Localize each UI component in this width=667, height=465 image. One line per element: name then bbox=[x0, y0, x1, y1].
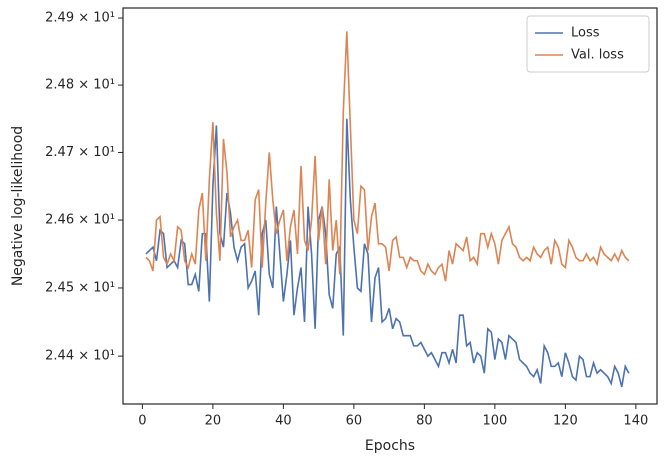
x-axis-label: Epochs bbox=[365, 438, 415, 454]
y-tick-label: 2.45 × 10¹ bbox=[45, 280, 115, 295]
legend-label: Loss bbox=[571, 26, 600, 41]
x-tick-label: 120 bbox=[553, 414, 578, 429]
y-tick-label: 2.47 × 10¹ bbox=[45, 145, 115, 160]
x-tick-label: 140 bbox=[623, 414, 648, 429]
x-tick-label: 40 bbox=[275, 414, 292, 429]
y-tick-label: 2.46 × 10¹ bbox=[45, 213, 115, 228]
y-tick-label: 2.48 × 10¹ bbox=[45, 78, 115, 93]
legend-label: Val. loss bbox=[571, 48, 624, 63]
x-tick-label: 80 bbox=[416, 414, 433, 429]
x-tick-label: 100 bbox=[482, 414, 507, 429]
y-axis-label: Negative log-likelihood bbox=[10, 126, 26, 286]
line-series bbox=[145, 31, 630, 282]
x-tick-label: 60 bbox=[346, 414, 363, 429]
x-tick-label: 0 bbox=[138, 414, 146, 429]
plot-frame bbox=[122, 7, 658, 405]
y-tick-label: 2.49 × 10¹ bbox=[45, 11, 115, 26]
legend-box bbox=[526, 15, 650, 73]
line-series bbox=[145, 118, 630, 388]
y-tick-label: 2.44 × 10¹ bbox=[45, 349, 115, 364]
x-tick-label: 20 bbox=[205, 414, 222, 429]
